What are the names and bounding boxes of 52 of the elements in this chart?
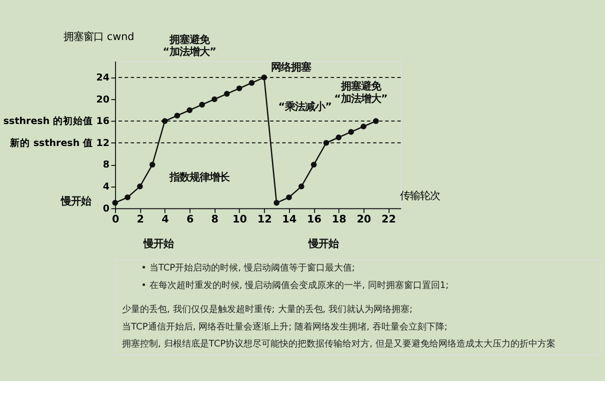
point <box>199 102 205 108</box>
x-tick-label: 16 <box>307 214 322 226</box>
point <box>360 124 366 130</box>
point <box>248 80 255 86</box>
x-tick-label: 6 <box>186 214 194 226</box>
point <box>149 162 156 168</box>
point <box>124 194 130 200</box>
point <box>212 96 218 102</box>
x-tick-label: 20 <box>356 214 372 226</box>
x-tick-label: 2 <box>136 214 144 226</box>
text: 少量的丢包, 我们仅仅是触发超时重传; 大量的丢包, 我们就认为网络拥塞; <box>122 304 413 316</box>
x-axis-title: 传输轮次 <box>400 190 440 202</box>
x-tick-label: 10 <box>232 214 247 226</box>
y-tick-label: 0 <box>102 203 110 214</box>
point <box>236 85 242 92</box>
point <box>274 200 280 206</box>
annotation: “乘法减小” <box>278 100 332 113</box>
y-tick-label: 新的 ssthresh 值 12 <box>9 136 110 149</box>
y-tick-label: 20 <box>96 94 110 106</box>
x-tick-label: 22 <box>382 214 396 226</box>
x-tick-label: 12 <box>257 214 272 226</box>
point <box>336 134 342 140</box>
point <box>310 162 317 168</box>
annotation: 拥塞避免 “加法增大” <box>334 80 388 105</box>
x-tick-label: 14 <box>282 214 297 226</box>
point <box>348 129 354 135</box>
x-tick-label: 4 <box>162 214 169 226</box>
y-tick-label: 4 <box>102 181 110 192</box>
text: • 在每次超时重发的时候, 慢启动阈值会变成原来的一半, 同时拥塞窗口置回1; <box>141 280 449 291</box>
text: 慢开始 <box>142 238 175 250</box>
annotation: 网络拥塞 <box>271 62 312 74</box>
y-tick-label: ssthresh 的初始值 16 <box>3 115 110 128</box>
text: • 当TCP开始启动的时候, 慢启动阈值等于窗口最大值; <box>141 262 355 274</box>
y-axis-title: 拥塞窗口 cwnd <box>64 30 134 43</box>
point <box>112 200 118 206</box>
text: 当TCP通信开始后, 网络吞吐量会逐渐上升; 随着网络发生拥堵, 吞吐量会立刻下降; <box>122 321 448 332</box>
annotation: 指数规律增长 <box>168 172 231 184</box>
annotation: 慢开始 <box>60 196 92 208</box>
point <box>174 112 180 118</box>
x-tick-label: 0 <box>112 214 120 226</box>
point <box>224 90 230 97</box>
point <box>298 184 304 190</box>
x-tick-label: 8 <box>211 214 219 226</box>
text: 拥塞控制, 归根结底是TCP协议想尽可能快的把数据传输给对方, 但是又要避免给网络造成太大压力的折中方案 <box>122 338 556 350</box>
x-tick-label: 18 <box>332 214 346 226</box>
point <box>186 107 193 114</box>
point <box>286 194 292 200</box>
y-tick-label: 24 <box>96 72 110 84</box>
y-tick-label: 8 <box>102 160 110 171</box>
text: 慢开始 <box>308 238 340 250</box>
point <box>137 184 143 190</box>
text: 拥塞避免 “加法增大” <box>162 34 216 58</box>
